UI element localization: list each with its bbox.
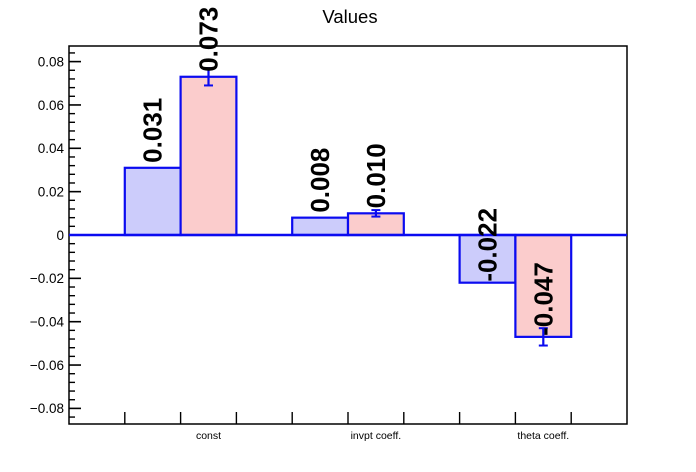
y-axis-tick-label: 0.08 (38, 54, 64, 69)
bar-value-label: 0.031 (138, 98, 168, 163)
bar-value-label: 0.008 (305, 148, 335, 213)
x-axis-category-label: const (196, 430, 221, 442)
x-axis-category-label: invpt coeff. (351, 430, 402, 442)
y-axis-tick-label: −0.06 (30, 358, 64, 373)
bar-left-lavender-bars-0 (123, 166, 182, 237)
bar-left-lavender-bars-2 (458, 233, 517, 284)
y-axis-tick-label: 0 (56, 228, 64, 243)
bar-value-label: 0.010 (361, 143, 391, 208)
y-axis-tick-label: 0.02 (38, 184, 64, 199)
x-axis-category-label: theta coeff. (517, 430, 569, 442)
y-axis-tick-label: −0.08 (30, 401, 64, 416)
y-axis-tick-label: 0.04 (38, 141, 65, 156)
y-axis-tick-label: 0.06 (38, 98, 64, 113)
chart-title: Values (322, 6, 377, 27)
bar-right-pink-bars-0 (179, 75, 238, 237)
y-axis-tick-label: −0.02 (30, 271, 64, 286)
bar-value-label: 0.073 (194, 7, 224, 72)
bar-value-label: -0.022 (473, 208, 503, 282)
bar-value-label: -0.047 (528, 262, 558, 336)
y-axis-tick-label: −0.04 (30, 314, 65, 329)
bar-left-lavender-bars-1 (291, 216, 350, 237)
